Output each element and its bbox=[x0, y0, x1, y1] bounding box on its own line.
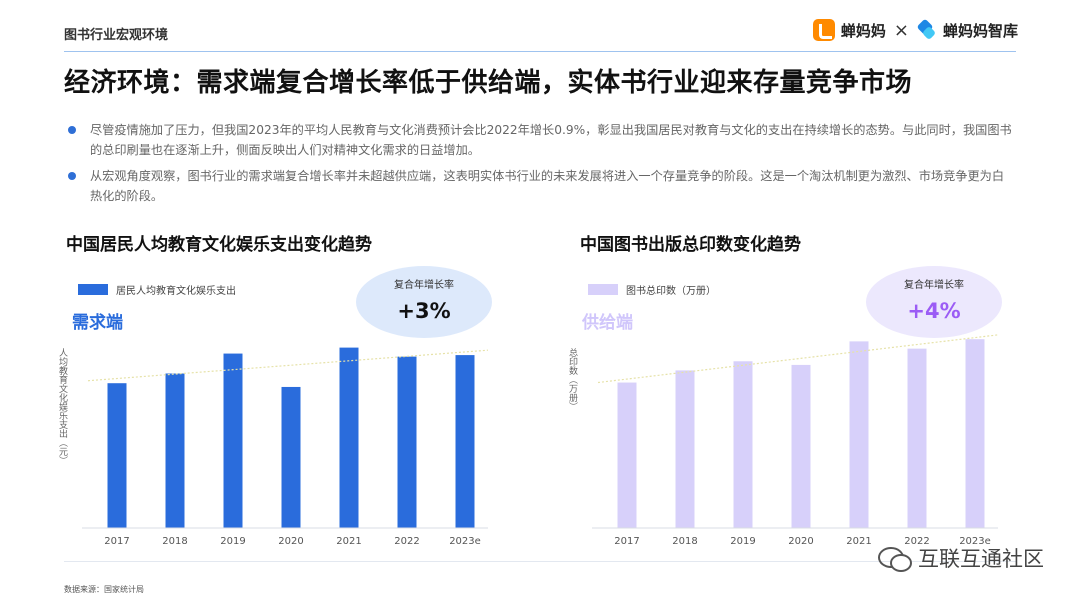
bar bbox=[107, 383, 127, 528]
legend-swatch bbox=[588, 284, 618, 295]
wechat-icon bbox=[878, 545, 912, 572]
bar bbox=[455, 355, 475, 528]
x-tick-label: 2023e bbox=[959, 536, 991, 547]
x-tick-label: 2019 bbox=[220, 536, 245, 547]
chanmama-logo-icon bbox=[812, 19, 835, 41]
bullet-dot-icon bbox=[68, 172, 76, 180]
y-axis-label: 总印数（万册） bbox=[567, 347, 578, 411]
header-divider bbox=[64, 51, 1016, 52]
x-tick-label: 2018 bbox=[672, 536, 697, 547]
cagr-label: 复合年增长率 bbox=[394, 278, 454, 291]
bar bbox=[965, 339, 985, 528]
watermark-text: 互联互通社区 bbox=[918, 547, 1044, 571]
bar bbox=[165, 373, 185, 528]
brand-separator: × bbox=[893, 19, 909, 41]
x-tick-label: 2021 bbox=[846, 536, 871, 547]
chart-title-demand: 中国居民人均教育文化娱乐支出变化趋势 bbox=[66, 235, 372, 255]
x-tick-label: 2017 bbox=[104, 536, 129, 547]
watermark: 互联互通社区 bbox=[878, 543, 1044, 573]
x-tick-label: 2023e bbox=[449, 536, 481, 547]
cagr-value: +3% bbox=[397, 299, 450, 323]
x-tick-label: 2021 bbox=[336, 536, 361, 547]
legend-label: 图书总印数（万册） bbox=[626, 284, 716, 297]
bar bbox=[849, 341, 869, 528]
bar bbox=[397, 356, 417, 528]
data-source: 数据来源：国家统计局 bbox=[64, 585, 144, 594]
legend-label: 居民人均教育文化娱乐支出 bbox=[116, 284, 236, 297]
trend-line bbox=[597, 334, 999, 384]
chart-title-supply: 中国图书出版总印数变化趋势 bbox=[580, 235, 801, 255]
bullet-item: 尽管疫情施加了压力，但我国2023年的平均人民教育与文化消费预计会比2022年增… bbox=[64, 120, 1014, 160]
cagr-value: +4% bbox=[907, 299, 960, 323]
brand-logos: 蝉妈妈 × 蝉妈妈智库 bbox=[812, 16, 1018, 44]
bullet-text: 从宏观角度观察，图书行业的需求端复合增长率并未超越供应端，这表明实体书行业的未来… bbox=[90, 169, 1005, 203]
cagr-bubble bbox=[866, 266, 1002, 338]
bar bbox=[791, 364, 811, 528]
bar bbox=[733, 361, 753, 528]
section-label: 图书行业宏观环境 bbox=[64, 28, 169, 43]
cagr-label: 复合年增长率 bbox=[904, 278, 964, 291]
x-tick-label: 2020 bbox=[788, 536, 813, 547]
x-tick-label: 2019 bbox=[730, 536, 755, 547]
x-tick-label: 2022 bbox=[394, 536, 419, 547]
top-bar: 图书行业宏观环境 蝉妈妈 × 蝉妈妈智库 bbox=[0, 0, 1080, 52]
chart-tag: 供给端 bbox=[581, 312, 633, 333]
bar bbox=[675, 370, 695, 528]
bullet-item: 从宏观角度观察，图书行业的需求端复合增长率并未超越供应端，这表明实体书行业的未来… bbox=[64, 166, 1014, 206]
bullet-list: 尽管疫情施加了压力，但我国2023年的平均人民教育与文化消费预计会比2022年增… bbox=[64, 120, 1014, 212]
bar bbox=[223, 353, 243, 528]
bar bbox=[281, 386, 301, 528]
bar bbox=[617, 382, 637, 528]
x-tick-label: 2018 bbox=[162, 536, 187, 547]
bullet-dot-icon bbox=[68, 126, 76, 134]
legend-swatch bbox=[78, 284, 108, 295]
page-title: 经济环境：需求端复合增长率低于供给端，实体书行业迎来存量竞争市场 bbox=[64, 68, 913, 98]
cagr-bubble bbox=[356, 266, 492, 338]
x-tick-label: 2017 bbox=[614, 536, 639, 547]
y-axis-label: 人均教育文化娱乐支出（元） bbox=[57, 348, 68, 465]
chanmama-think-tank-logo-icon bbox=[917, 19, 937, 41]
brand-a-name: 蝉妈妈 bbox=[840, 21, 886, 40]
x-tick-label: 2022 bbox=[904, 536, 929, 547]
bar bbox=[907, 348, 927, 528]
x-tick-label: 2020 bbox=[278, 536, 303, 547]
chart-tag: 需求端 bbox=[72, 312, 123, 333]
bullet-text: 尽管疫情施加了压力，但我国2023年的平均人民教育与文化消费预计会比2022年增… bbox=[90, 123, 1012, 157]
bar bbox=[339, 347, 359, 528]
trend-line bbox=[87, 349, 489, 382]
bottom-divider bbox=[64, 561, 1016, 562]
brand-b-name: 蝉妈妈智库 bbox=[942, 21, 1018, 40]
